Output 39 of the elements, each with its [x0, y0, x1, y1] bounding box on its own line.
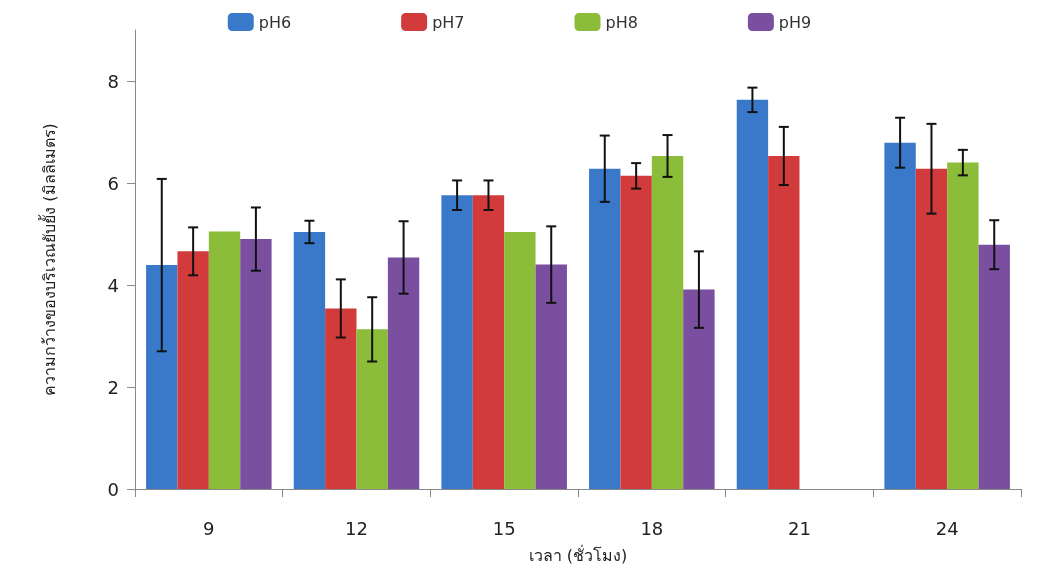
bar	[736, 99, 769, 489]
y-tick-label: 2	[107, 376, 119, 398]
x-tick-label: 24	[935, 517, 959, 539]
x-tick-label: 9	[203, 517, 215, 539]
bar	[535, 264, 567, 489]
bar	[356, 329, 388, 489]
bar	[208, 231, 241, 489]
x-tick-label: 15	[492, 517, 516, 539]
bar	[293, 231, 326, 489]
y-tick-label: 8	[107, 70, 119, 92]
y-axis-title: ความกว้างของบริเวณยับยั้ง (มิลลิเมตร)	[37, 123, 59, 396]
bar	[177, 251, 209, 489]
y-tick-label: 4	[107, 274, 119, 296]
legend-label: pH9	[778, 12, 812, 32]
legend-label: pH8	[605, 12, 638, 32]
bar	[504, 231, 536, 489]
legend-label: pH6	[258, 12, 292, 32]
bar	[441, 195, 473, 489]
bar	[620, 175, 652, 489]
bar	[240, 239, 272, 489]
bar	[472, 195, 505, 489]
bar	[589, 168, 621, 489]
bar	[683, 289, 715, 489]
bar	[915, 168, 948, 489]
x-axis-title: เวลา (ชั่วโมง)	[528, 543, 628, 565]
bar	[768, 155, 800, 489]
bar	[146, 265, 178, 489]
bar	[325, 308, 357, 489]
y-tick-label: 0	[107, 478, 119, 500]
legend-label: pH7	[432, 12, 465, 32]
x-tick-label: 12	[345, 517, 368, 539]
bar	[947, 162, 979, 489]
bar	[651, 155, 684, 489]
y-tick-label: 6	[107, 172, 119, 194]
bar	[978, 244, 1010, 489]
x-tick-label: 21	[788, 517, 811, 539]
bar	[884, 142, 916, 489]
x-tick-label: 18	[640, 517, 664, 539]
bar	[387, 257, 420, 489]
